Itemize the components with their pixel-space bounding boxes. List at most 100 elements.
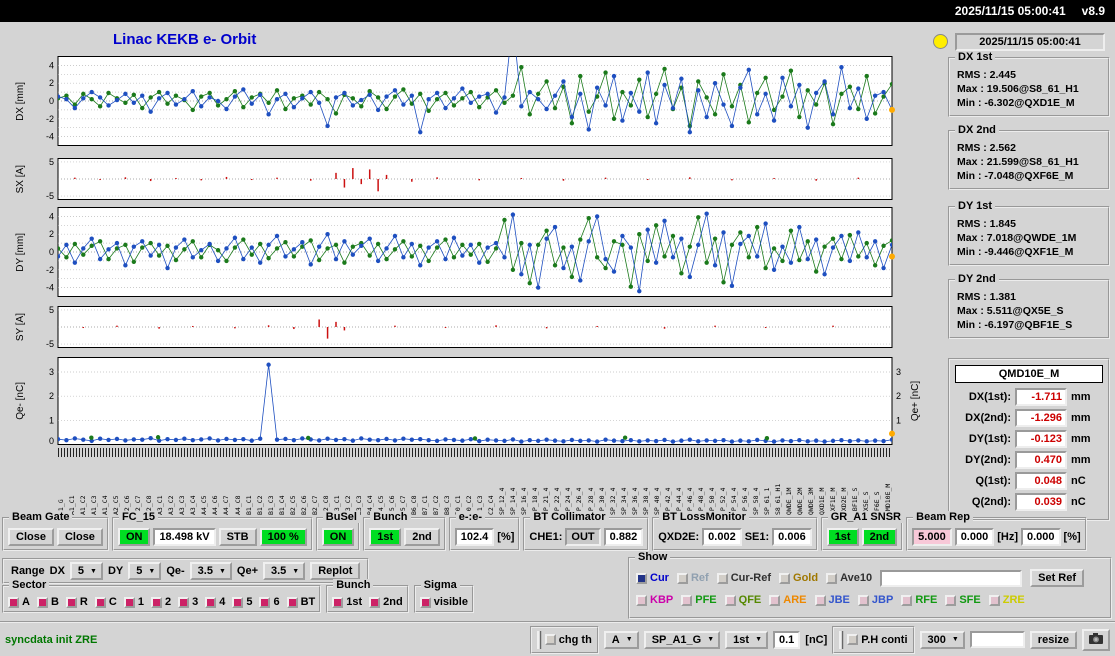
sector-2-checkbox[interactable]: 2 <box>150 596 171 608</box>
checkbox-box[interactable] <box>36 596 48 608</box>
qxd2e-value: 0.002 <box>702 528 742 546</box>
snsr-1st-button[interactable]: 1st <box>826 528 859 546</box>
sector-1-checkbox[interactable]: 1 <box>123 596 144 608</box>
sector-r-checkbox[interactable]: R <box>65 596 88 608</box>
fc15-on-button[interactable]: ON <box>117 528 151 546</box>
qe-axis-label: Qe- [nC] <box>14 382 26 420</box>
show-rfe-checkbox[interactable]: RFE <box>901 594 937 606</box>
bunch-1st-checkbox[interactable]: 1st <box>332 596 362 608</box>
checkbox-box[interactable] <box>369 596 381 608</box>
checkbox-box[interactable] <box>945 594 957 606</box>
x-axis-label: SP_38_4 <box>641 487 650 515</box>
checkbox-box[interactable] <box>150 596 162 608</box>
checkbox-box[interactable] <box>544 634 556 645</box>
grip-handle[interactable] <box>839 630 845 649</box>
show-cur-ref-checkbox[interactable]: Cur-Ref <box>716 572 771 584</box>
checkbox-box[interactable] <box>676 572 688 584</box>
ph-checkbox[interactable]: P.H <box>847 634 878 646</box>
fc15-percent-button[interactable]: 100 % <box>259 528 307 546</box>
fc15-stb-button[interactable]: STB <box>218 528 257 546</box>
checkbox-box[interactable] <box>779 572 791 584</box>
bunch-2nd-checkbox[interactable]: 2nd <box>369 596 403 608</box>
replot-button[interactable]: Replot <box>310 562 361 580</box>
ref-name-input[interactable] <box>880 569 1023 587</box>
sector-a-checkbox[interactable]: A <box>8 596 30 608</box>
checkbox-box[interactable] <box>65 596 77 608</box>
checkbox-box[interactable] <box>901 594 913 606</box>
range-qep-select[interactable]: 3.5 ▼ <box>263 562 306 580</box>
bunch-select[interactable]: 1st ▼ <box>725 630 768 649</box>
range-qem-select[interactable]: 3.5 ▼ <box>189 562 232 580</box>
checkbox-box[interactable] <box>857 594 869 606</box>
show-cur-checkbox[interactable]: Cur <box>636 572 669 584</box>
range-dx-select[interactable]: 5 ▼ <box>69 562 103 580</box>
sector-6-checkbox[interactable]: 6 <box>259 596 280 608</box>
show-qfe-checkbox[interactable]: QFE <box>724 594 761 606</box>
points-select[interactable]: 300 ▼ <box>919 630 965 649</box>
sector-bt-checkbox[interactable]: BT <box>286 596 315 608</box>
grip-handle[interactable] <box>536 630 542 649</box>
monitor-select[interactable]: SP_A1_G ▼ <box>643 630 721 649</box>
sector-3-checkbox[interactable]: 3 <box>178 596 198 608</box>
qmd-row: DY(2nd): 0.470 mm <box>955 451 1103 469</box>
sector-b-checkbox[interactable]: B <box>36 596 59 608</box>
threshold-value[interactable]: 0.1 <box>773 630 801 649</box>
beam-gate-close-1-button[interactable]: Close <box>8 528 54 546</box>
checkbox-box[interactable] <box>259 596 271 608</box>
sigma-visible-checkbox[interactable]: visible <box>419 596 468 608</box>
qmd-row: DY(1st): -0.123 mm <box>955 430 1103 448</box>
show-kbp-checkbox[interactable]: KBP <box>636 594 673 606</box>
beam-gate-close-2-button[interactable]: Close <box>56 528 103 546</box>
resize-button[interactable]: resize <box>1029 630 1077 649</box>
busel-on-button[interactable]: ON <box>321 528 355 546</box>
show-sfe-checkbox[interactable]: SFE <box>945 594 981 606</box>
checkbox-box[interactable] <box>681 594 693 606</box>
checkbox-box[interactable] <box>988 594 1000 606</box>
checkbox-box[interactable] <box>94 596 106 608</box>
bunch-2nd-button[interactable]: 2nd <box>404 528 440 546</box>
set-ref-button[interactable]: Set Ref <box>1030 569 1085 587</box>
bunch-1st-button[interactable]: 1st <box>369 528 402 546</box>
checkbox-box[interactable] <box>769 594 781 606</box>
x-axis-label: B2_C8 <box>321 495 330 515</box>
sector-c-checkbox[interactable]: C <box>94 596 117 608</box>
checkbox-box[interactable] <box>419 596 431 608</box>
checkbox-box[interactable] <box>636 594 647 606</box>
checkbox-box[interactable] <box>636 572 647 584</box>
dx-plot-panel: DX [mm] 4 2 0 -2 -4 <box>12 56 934 146</box>
sector-4-checkbox[interactable]: 4 <box>205 596 225 608</box>
snsr-2nd-button[interactable]: 2nd <box>861 528 898 546</box>
checkbox-box[interactable] <box>716 572 728 584</box>
checkbox-box[interactable] <box>178 596 190 608</box>
checkbox-box[interactable] <box>814 594 826 606</box>
show-jbe-checkbox[interactable]: JBE <box>814 594 850 606</box>
show-are-checkbox[interactable]: ARE <box>769 594 807 606</box>
sector-5-checkbox[interactable]: 5 <box>232 596 252 608</box>
checkbox-box[interactable] <box>847 634 859 645</box>
checkbox-box[interactable] <box>205 596 217 608</box>
checkbox-box[interactable] <box>123 596 135 608</box>
statusbar-input[interactable] <box>969 631 1025 648</box>
sector-select[interactable]: A ▼ <box>603 630 639 649</box>
checkbox-box[interactable] <box>826 572 838 584</box>
qmd-unit: mm <box>1071 454 1091 466</box>
range-dy-select[interactable]: 5 ▼ <box>128 562 162 580</box>
bunch-select-value: 1st <box>733 633 750 646</box>
show-ave10-checkbox[interactable]: Ave10 <box>826 572 872 584</box>
x-axis-label: SP_21_4 <box>542 487 551 515</box>
show-gold-checkbox[interactable]: Gold <box>779 572 818 584</box>
show-ref-checkbox[interactable]: Ref <box>676 572 709 584</box>
screenshot-button[interactable] <box>1082 628 1110 651</box>
checkbox-box[interactable] <box>286 596 298 608</box>
checkbox-box[interactable] <box>232 596 244 608</box>
chg-th-checkbox[interactable]: chg th <box>544 634 592 646</box>
checkbox-box[interactable] <box>332 596 344 608</box>
checkbox-label: 3 <box>192 596 199 608</box>
checkbox-box[interactable] <box>8 596 19 608</box>
show-zre-checkbox[interactable]: ZRE <box>988 594 1025 606</box>
qmd-label: DY(2nd): <box>965 454 1011 466</box>
checkbox-box[interactable] <box>724 594 736 606</box>
checkbox-label: 1st <box>346 596 363 608</box>
show-pfe-checkbox[interactable]: PFE <box>681 594 717 606</box>
show-jbp-checkbox[interactable]: JBP <box>857 594 893 606</box>
